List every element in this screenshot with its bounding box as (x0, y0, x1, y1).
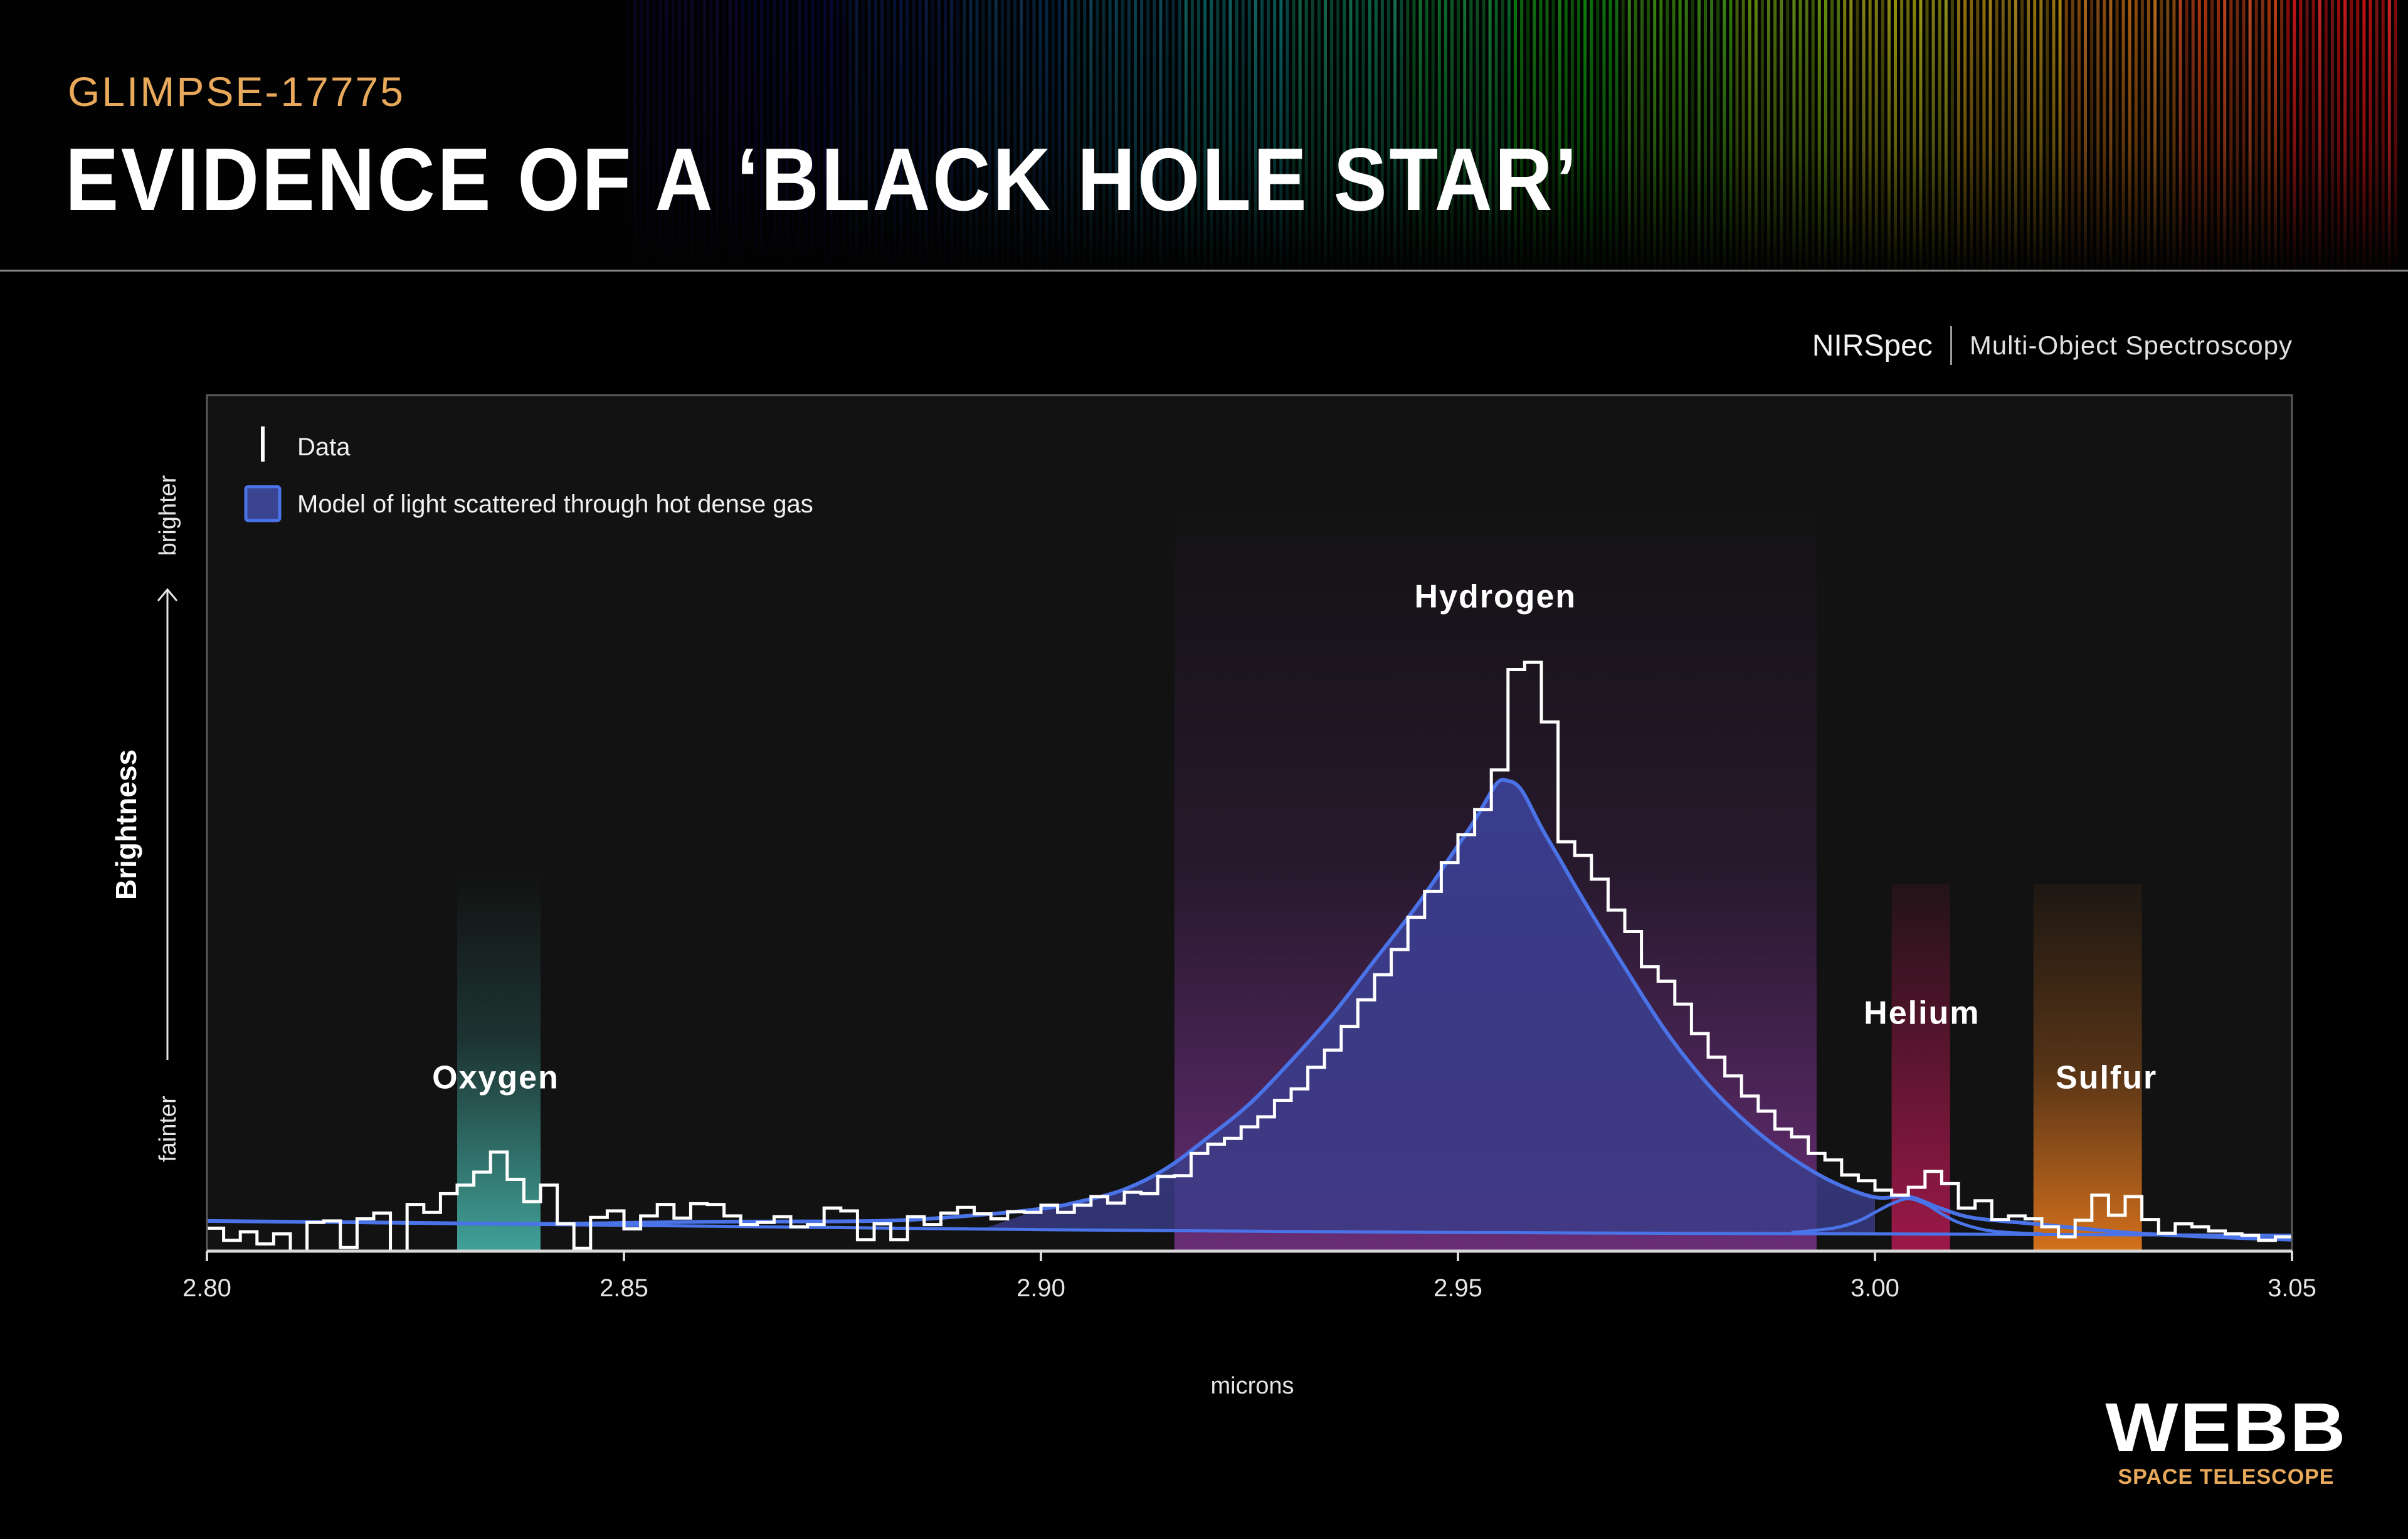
logo-wordmark: WEBB (2105, 1389, 2347, 1466)
x-tick-label: 2.85 (599, 1274, 648, 1302)
y-scale-fainter-label: fainter (155, 1096, 181, 1162)
legend-model-swatch (244, 485, 282, 522)
logo-subtitle: SPACE TELESCOPE (2118, 1465, 2335, 1489)
legend-model-label: Model of light scattered through hot den… (297, 490, 813, 518)
oxygen-label: Oxygen (432, 1060, 559, 1096)
spectrum-strip-decoration (627, 0, 2408, 270)
emission-line-labels: Oxygen Hydrogen Helium Sulfur (432, 579, 2157, 1096)
x-tick-label: 2.95 (1434, 1274, 1482, 1302)
x-axis-ticks: 2.80 2.85 2.90 2.95 3.00 3.05 (182, 1251, 2316, 1302)
instrument-mode: Multi-Object Spectroscopy (1969, 331, 2293, 360)
instrument-separator (1950, 326, 1952, 365)
chart-legend: Data Model of light scattered through ho… (244, 426, 813, 522)
header-banner: GLIMPSE-17775 EVIDENCE OF A ‘BLACK HOLE … (0, 0, 2408, 270)
instrument-label: NIRSpec Multi-Object Spectroscopy (1812, 326, 2293, 365)
x-tick-label: 3.05 (2268, 1274, 2316, 1302)
header-divider (0, 270, 2408, 272)
legend-data-label: Data (297, 433, 351, 461)
hydrogen-label: Hydrogen (1415, 579, 1577, 615)
y-scale-arrowhead-icon (157, 588, 178, 601)
spectrum-strip-fade (627, 0, 2408, 270)
webb-logo: WEBB SPACE TELESCOPE (2101, 1394, 2352, 1489)
y-axis-label: Brightness (110, 749, 142, 900)
x-tick-label: 2.90 (1017, 1274, 1065, 1302)
x-axis-unit: microns (1210, 1373, 1294, 1399)
object-name-label: GLIMPSE-17775 (68, 68, 405, 115)
helium-band (1891, 884, 1950, 1251)
data-step-line (207, 660, 2292, 1253)
helium-label: Helium (1864, 995, 1980, 1032)
model-fill-area (982, 780, 1875, 1234)
page-title: EVIDENCE OF A ‘BLACK HOLE STAR’ (65, 130, 1580, 230)
x-tick-label: 3.00 (1851, 1274, 1899, 1302)
x-tick-label: 2.80 (182, 1274, 231, 1302)
sulfur-label: Sulfur (2056, 1060, 2157, 1096)
instrument-name: NIRSpec (1812, 329, 1933, 362)
oxygen-band (457, 872, 541, 1251)
sulfur-band (2033, 884, 2142, 1251)
y-scale-brighter-label: brighter (155, 475, 181, 556)
